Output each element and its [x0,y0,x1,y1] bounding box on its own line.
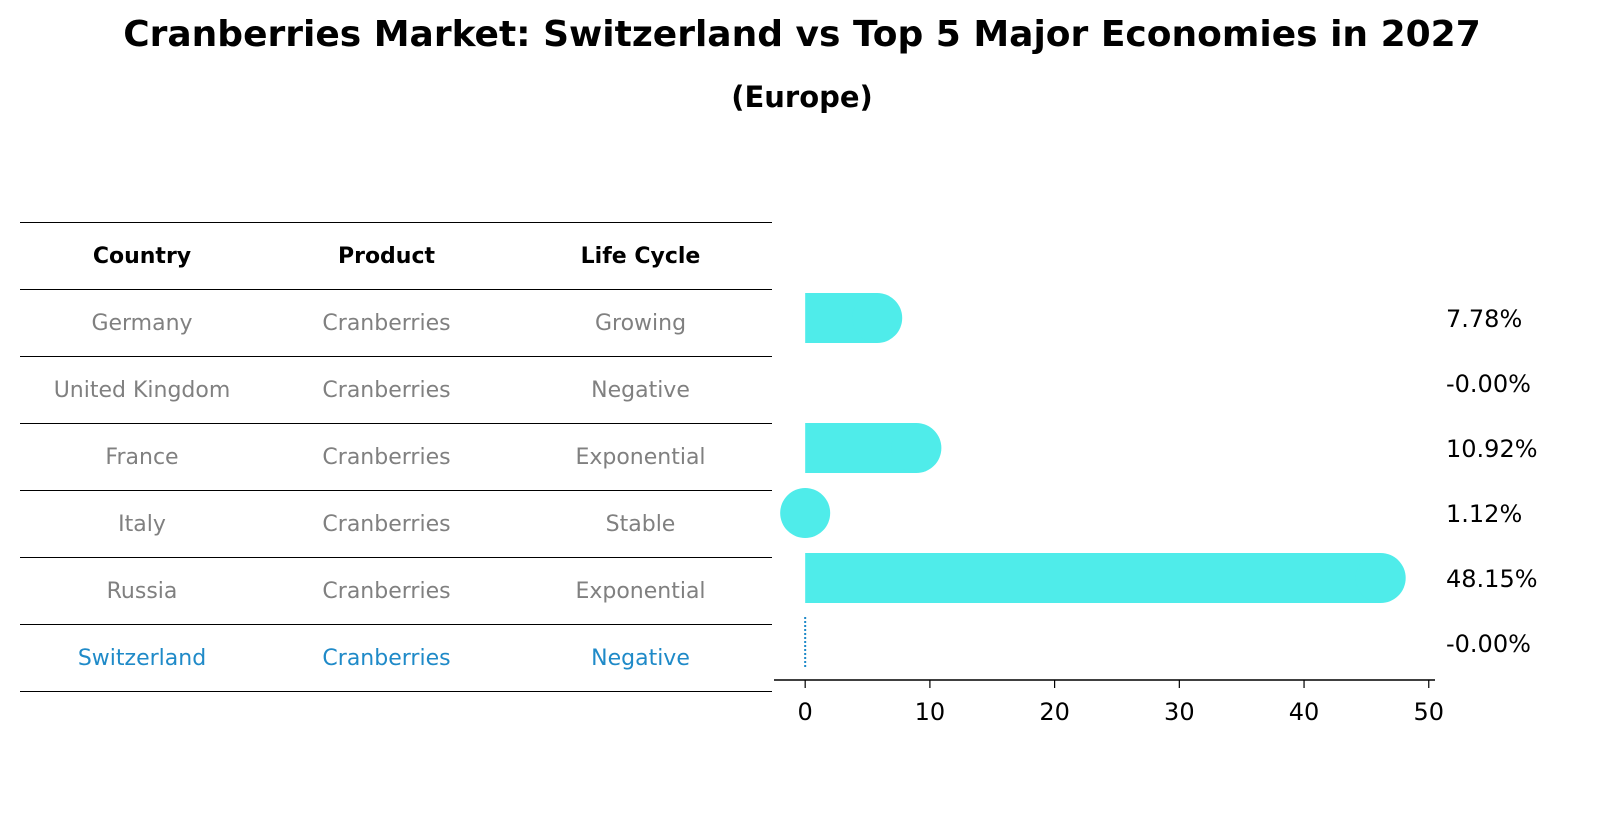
cell-product: Cranberries [264,490,509,558]
cell-product: Cranberries [264,289,509,357]
cell-product: Cranberries [264,557,509,625]
x-tick-label: 0 [798,698,813,726]
chart-title: Cranberries Market: Switzerland vs Top 5… [123,14,1481,55]
value-label-italy: 1.12% [1446,500,1522,528]
value-label-switzerland: -0.00% [1446,630,1531,658]
table-row-highlight: Switzerland Cranberries Negative [20,624,772,692]
market-table: Country Product Life Cycle Germany Cranb… [20,222,772,692]
cell-country: United Kingdom [20,356,264,424]
chart-subtitle: (Europe) [731,80,873,114]
bar-germany-cap [852,293,903,343]
header-country: Country [20,222,264,290]
bar-russia [805,553,1381,603]
value-label-france: 10.92% [1446,435,1538,463]
cell-country: Germany [20,289,264,357]
header-product: Product [264,222,509,290]
value-label-united-kingdom: -0.00% [1446,370,1531,398]
table-row: Germany Cranberries Growing [20,289,772,357]
cell-country: Italy [20,490,264,558]
cell-life-cycle: Negative [509,356,772,424]
cell-country: France [20,423,264,491]
header-life-cycle: Life Cycle [509,222,772,290]
cell-country: Switzerland [20,624,264,692]
table-row: Russia Cranberries Exponential [20,557,772,625]
cell-life-cycle: Negative [509,624,772,692]
table-row: France Cranberries Exponential [20,423,772,491]
cell-product: Cranberries [264,356,509,424]
value-label-russia: 48.15% [1446,565,1538,593]
cell-life-cycle: Exponential [509,557,772,625]
bar-france-cap [891,423,942,473]
x-tick-label: 30 [1164,698,1195,726]
bar-russia-cap [1355,553,1406,603]
x-tick-label: 50 [1413,698,1444,726]
x-tick-label: 20 [1039,698,1070,726]
cell-life-cycle: Exponential [509,423,772,491]
cell-life-cycle: Growing [509,289,772,357]
x-tick-label: 40 [1289,698,1320,726]
x-tick-label: 10 [915,698,946,726]
cell-life-cycle: Stable [509,490,772,558]
cell-product: Cranberries [264,624,509,692]
bar-italy-cap [780,488,831,538]
table-header-row: Country Product Life Cycle [20,222,772,290]
value-label-germany: 7.78% [1446,305,1522,333]
table-row: United Kingdom Cranberries Negative [20,356,772,424]
growth-bar-chart: 7.78% -0.00% 10.92% 1.12% 48.15% -0.00% 0 10 20 3… [774,293,1538,726]
cell-country: Russia [20,557,264,625]
cell-product: Cranberries [264,423,509,491]
table-row: Italy Cranberries Stable [20,490,772,558]
